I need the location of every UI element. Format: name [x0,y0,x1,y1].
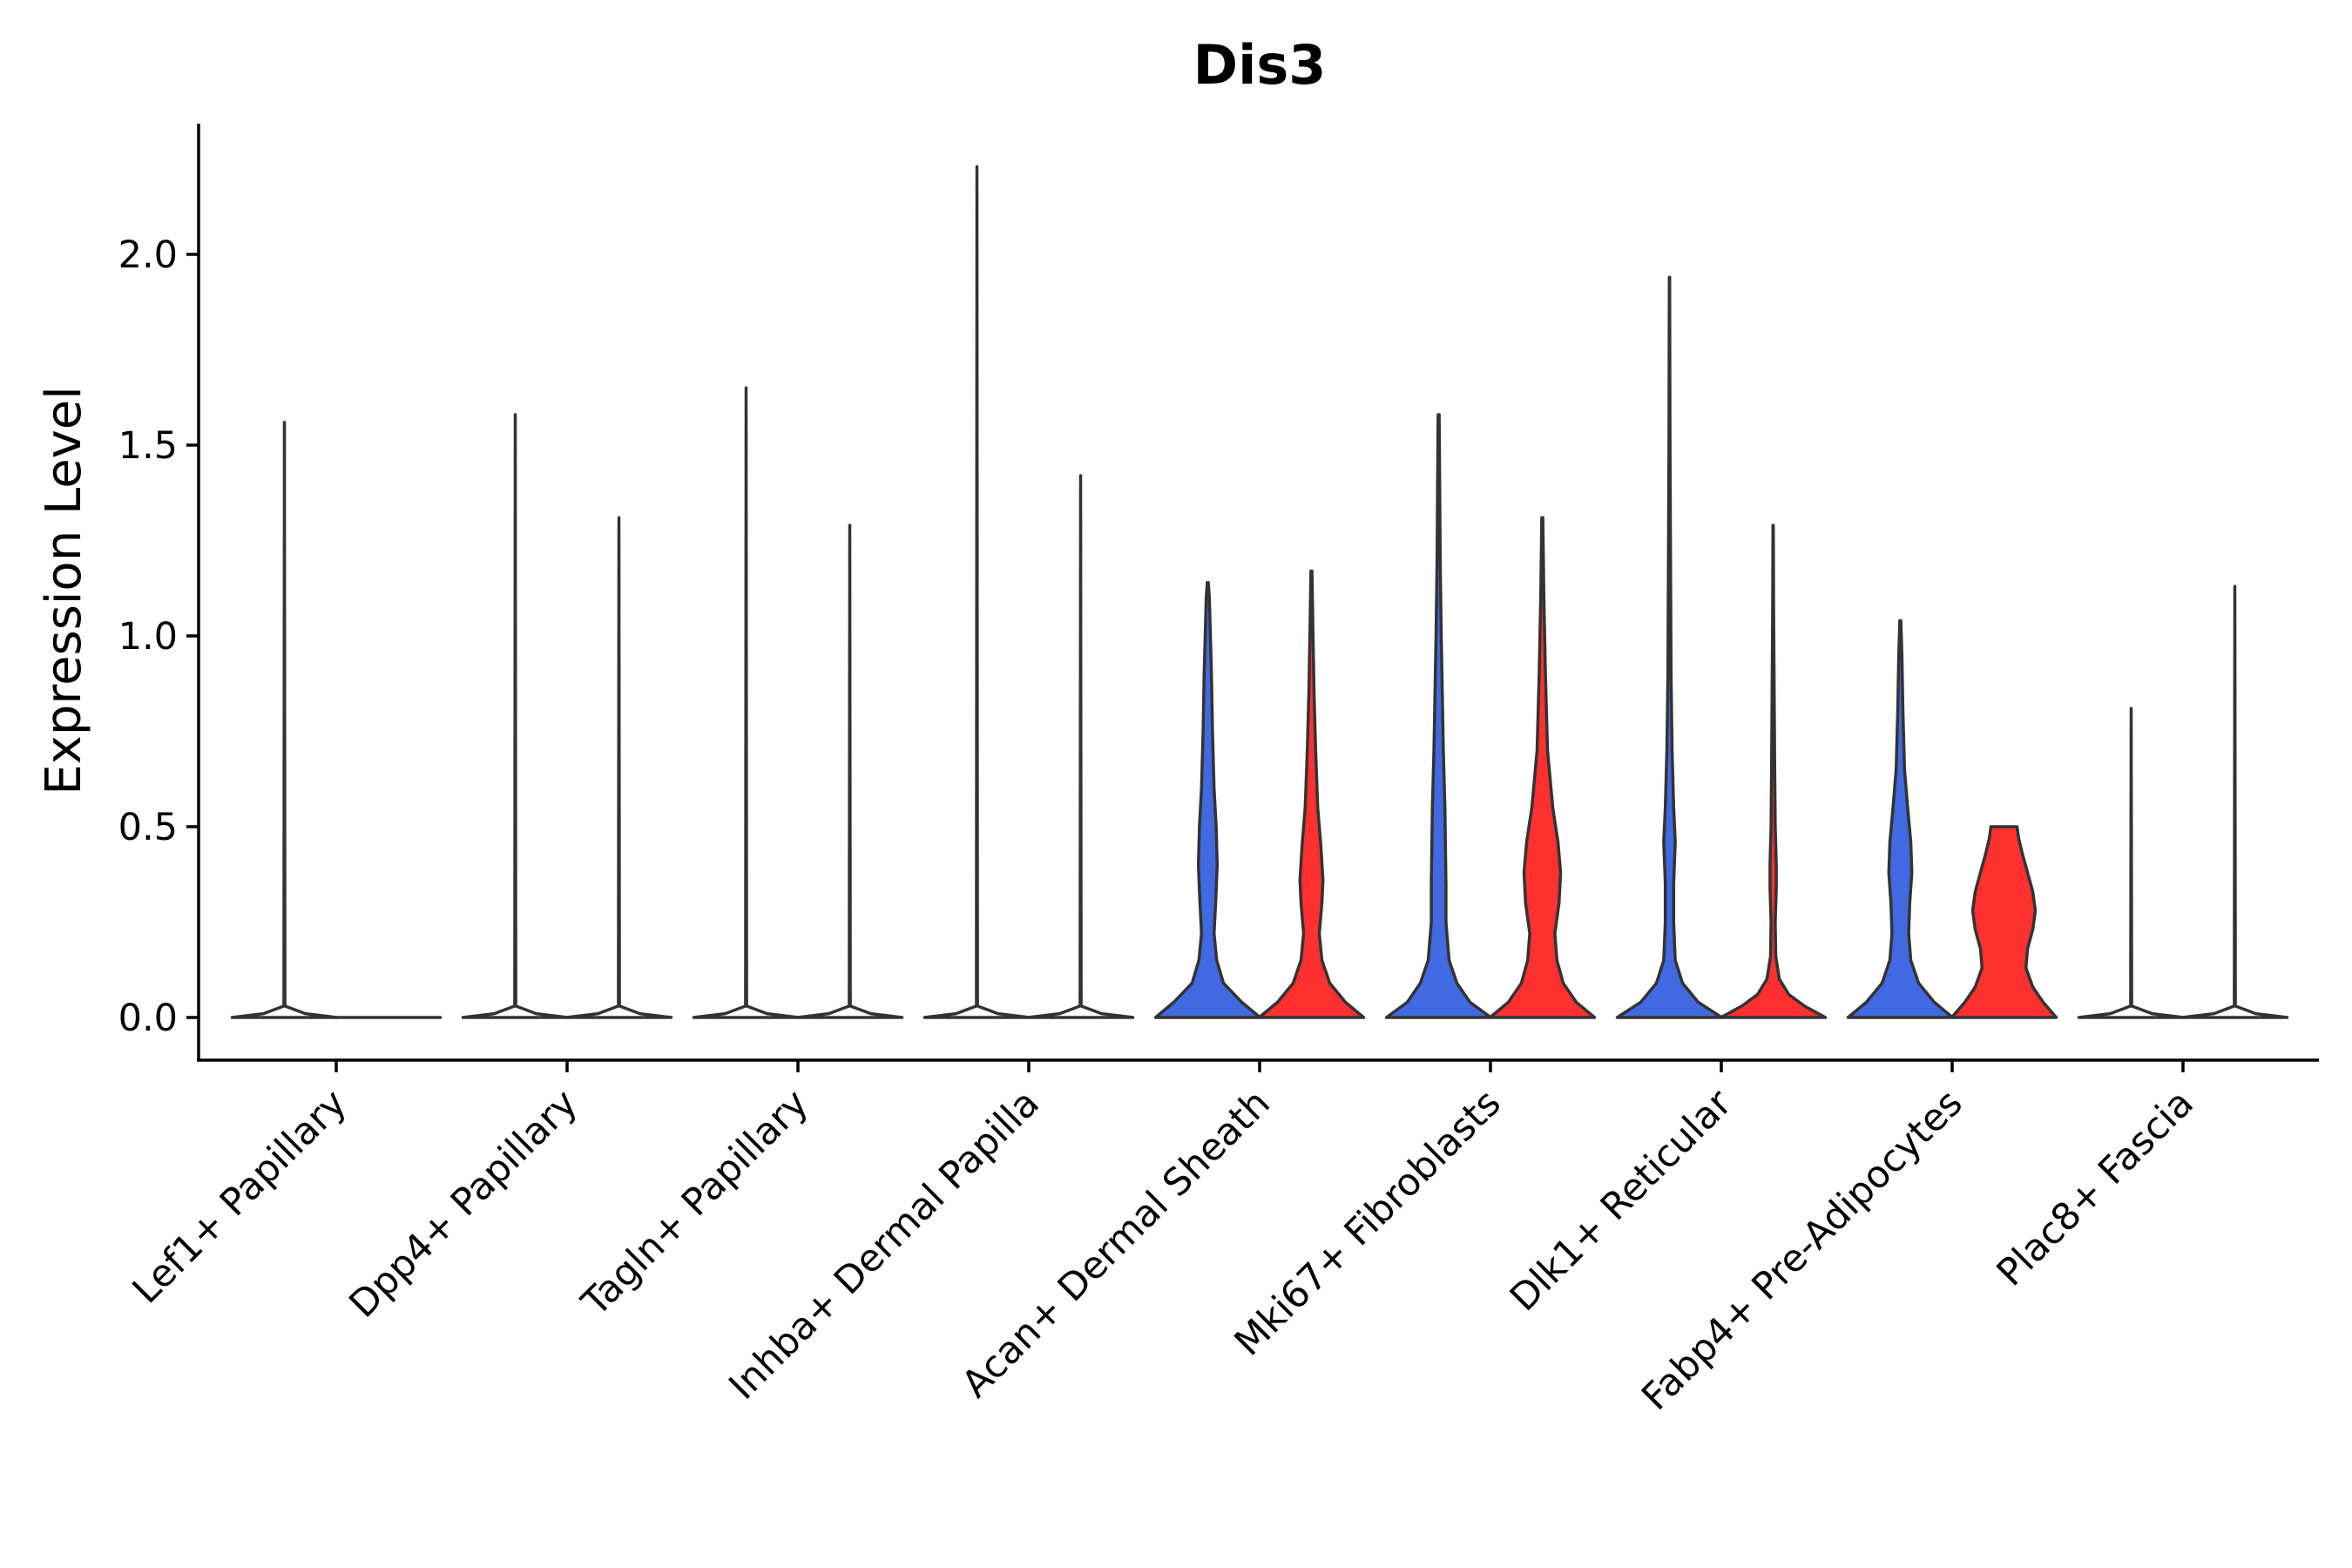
violin-group-2 [795,524,904,1019]
violin-group-2 [1026,474,1135,1019]
y-tick-label: 1.0 [118,615,178,659]
violin-group-1 [1846,618,1955,1019]
violin-group-1 [2077,706,2186,1019]
violin-group-2 [1257,569,1366,1019]
violin-group-1 [923,165,1031,1019]
y-axis-label: Expression Level [36,386,92,795]
y-tick-label: 0.0 [118,997,178,1040]
violin-group-2 [564,516,673,1019]
violin-group-1 [692,386,801,1019]
chart-title: Dis3 [1193,33,1327,97]
violin-group-1 [1615,275,1724,1019]
y-tick-label: 0.5 [118,806,178,849]
violin-group-2 [1719,524,1828,1019]
y-axis-ticks: 0.0 0.5 1.0 1.5 2.0 [118,233,199,1040]
y-tick-label: 1.5 [118,424,178,468]
violin-group-1 [230,420,339,1019]
violin-group-2 [1950,825,2058,1019]
violin-group-1 [461,413,570,1019]
violin-layer [230,165,2289,1019]
y-tick-label: 2.0 [118,233,178,277]
violin-group-1 [1384,413,1493,1019]
violin-group-1 [1153,580,1262,1019]
violin-group-2 [1488,516,1597,1019]
violin-group-2 [2180,585,2289,1019]
